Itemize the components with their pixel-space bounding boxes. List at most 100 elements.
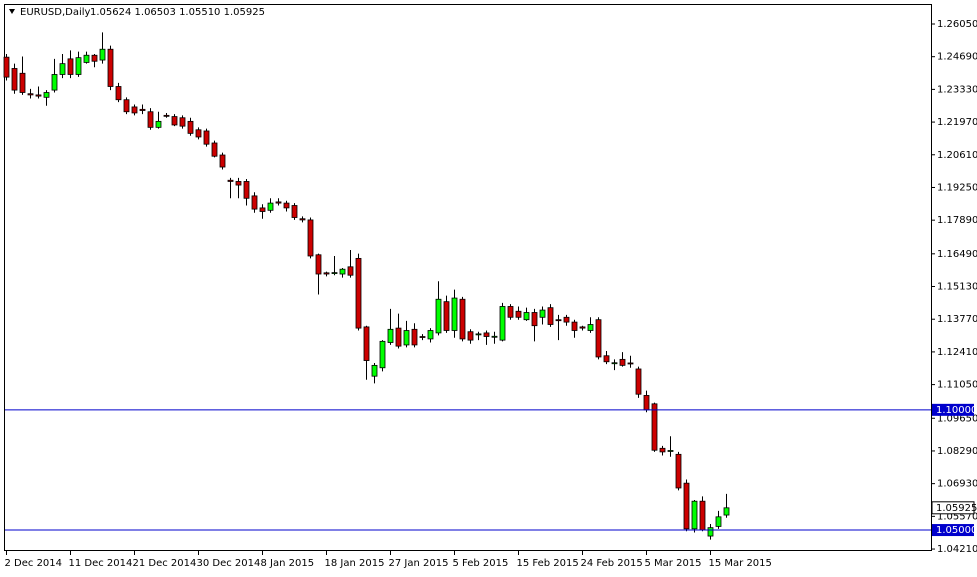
candle-body [307, 219, 314, 257]
candle-body [483, 332, 490, 337]
candle-body [283, 202, 290, 209]
candle-body [59, 63, 66, 75]
candle-body [611, 362, 618, 365]
candle-body [107, 48, 114, 87]
candle-body [467, 331, 474, 341]
candle-body [379, 340, 386, 369]
x-tick-label: 30 Dec 2014 [197, 558, 261, 569]
candle-body [547, 307, 554, 325]
candle-body [411, 328, 418, 346]
candle-body [115, 86, 122, 101]
candle-body [523, 312, 530, 321]
candle-body [323, 272, 330, 275]
candle-body [251, 195, 258, 210]
candle-body [403, 330, 410, 346]
candle-body [691, 500, 698, 530]
candle-body [355, 257, 362, 329]
candle-body [667, 450, 674, 452]
candle-body [155, 120, 162, 128]
y-tick-label: 1.20610 [937, 150, 977, 161]
candle-body [435, 298, 442, 334]
candle-body [627, 362, 634, 365]
y-tick-label: 1.12410 [937, 347, 977, 358]
candle-body [99, 48, 106, 61]
x-tick-label: 15 Mar 2015 [709, 558, 772, 569]
candle-body [419, 336, 426, 338]
y-tick-label: 1.15130 [937, 282, 977, 293]
candle-body [643, 395, 650, 411]
x-tick-label: 15 Feb 2015 [517, 558, 579, 569]
candle-body [683, 482, 690, 530]
candle-body [659, 447, 666, 453]
candle-body [211, 142, 218, 157]
y-tick-label: 1.24690 [937, 52, 977, 63]
price-box [931, 501, 975, 515]
candle-body [123, 99, 130, 113]
hline-label: 1.10000 [936, 405, 977, 416]
candle-body [11, 68, 18, 91]
y-tick-label: 1.17890 [937, 215, 977, 226]
candle-body [75, 57, 82, 75]
candle-body [35, 94, 42, 97]
candle-body [371, 364, 378, 377]
candle-body [443, 301, 450, 331]
menu-arrow[interactable] [9, 9, 15, 14]
hline-label-box [932, 524, 974, 537]
ohlc-label: 1.05624 1.06503 1.05510 1.05925 [90, 7, 265, 18]
candle-body [331, 272, 338, 274]
symbol-label: EURUSD,Daily [20, 7, 91, 18]
y-tick-label: 1.21970 [937, 117, 977, 128]
x-tick-label: 21 Dec 2014 [133, 558, 197, 569]
hline-label-box [932, 403, 974, 416]
candle-body [507, 306, 514, 318]
y-tick-label: 1.04210 [937, 544, 977, 555]
x-tick-label: 27 Jan 2015 [389, 558, 449, 569]
candle-body [587, 324, 594, 331]
candle-body [459, 298, 466, 340]
candle-body [315, 254, 322, 275]
x-tick-label: 2 Dec 2014 [5, 558, 63, 569]
candle-body [83, 54, 90, 63]
candle-body [555, 319, 562, 322]
candle-body [67, 58, 74, 75]
candle-body [171, 116, 178, 126]
candle-body [707, 527, 714, 537]
candle-body [499, 306, 506, 341]
y-tick-label: 1.08290 [937, 446, 977, 457]
hline-label: 1.05000 [936, 525, 977, 536]
candle-body [427, 330, 434, 340]
candle-body [227, 179, 234, 182]
candle-body [595, 319, 602, 358]
candle-body [723, 507, 730, 516]
candle-body [259, 207, 266, 212]
candle-body [347, 266, 354, 276]
candle-body [563, 316, 570, 323]
candle-body [91, 54, 98, 62]
candle-body [339, 268, 346, 275]
y-tick-label: 1.13770 [937, 314, 977, 325]
candle-body [291, 205, 298, 218]
candle-body [531, 312, 538, 327]
candle-body [579, 326, 586, 329]
candle-body [675, 453, 682, 489]
candle-body [163, 114, 170, 117]
candle-body [235, 181, 242, 186]
price-label: 1.05925 [936, 503, 977, 514]
candle-body [19, 72, 26, 93]
y-tick-label: 1.06930 [937, 479, 977, 490]
candle-body [699, 500, 706, 531]
candle-body [27, 93, 34, 96]
y-tick-label: 1.09650 [937, 413, 977, 424]
x-tick-label: 5 Feb 2015 [453, 558, 509, 569]
candle-body [475, 333, 482, 336]
candle-body [43, 92, 50, 98]
candle-body [147, 111, 154, 128]
y-tick-label: 1.16490 [937, 249, 977, 260]
y-tick-label: 1.05570 [937, 511, 977, 522]
candle-body [131, 106, 138, 114]
x-tick-label: 18 Jan 2015 [325, 558, 385, 569]
candle-body [635, 368, 642, 395]
candle-body [203, 130, 210, 145]
y-tick-label: 1.19250 [937, 182, 977, 193]
